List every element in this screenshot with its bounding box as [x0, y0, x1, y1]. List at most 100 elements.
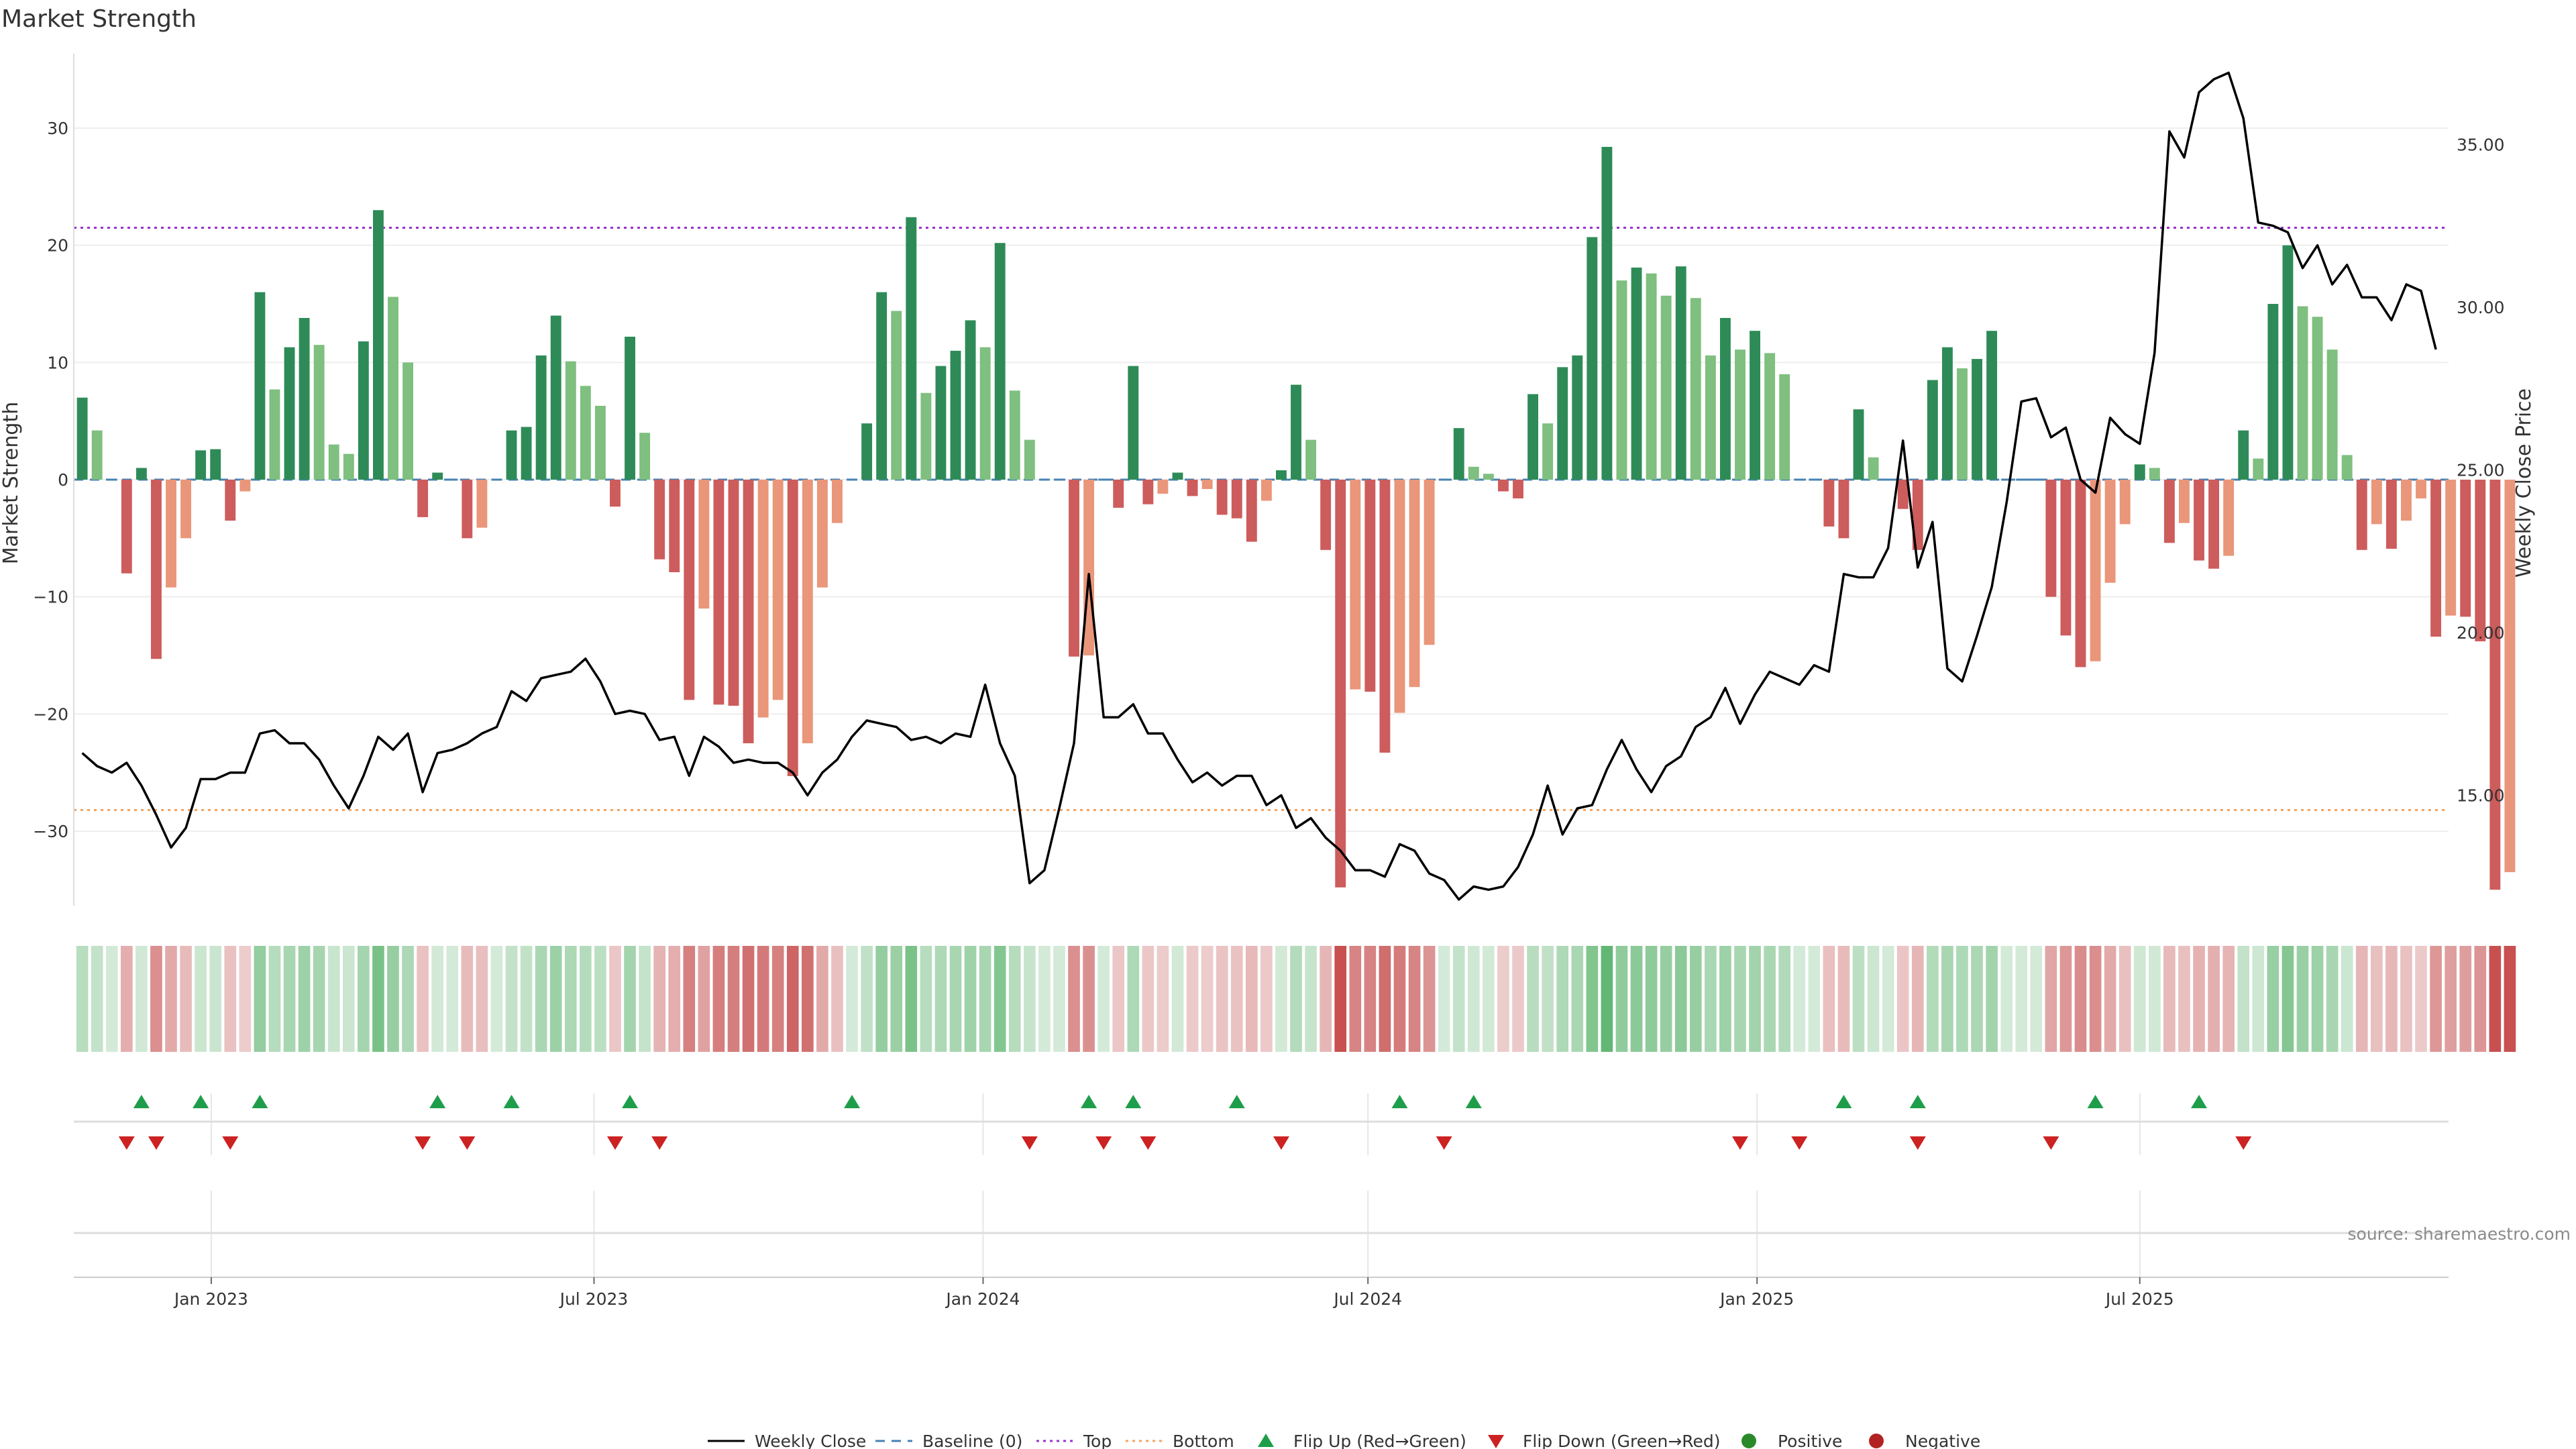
strength-bar [372, 210, 384, 480]
heatmap-cell [875, 946, 888, 1052]
legend-flip-up-marker [1258, 1434, 1274, 1447]
strength-bar [713, 480, 724, 705]
legend-top-label: Top [1083, 1432, 1112, 1449]
heatmap-cell [2030, 946, 2043, 1052]
strength-bar [2297, 306, 2308, 480]
heatmap-cell [446, 946, 459, 1052]
heatmap-cell [979, 946, 991, 1052]
flip-down-marker [1140, 1136, 1157, 1150]
strength-bar [1379, 480, 1391, 753]
y2-tick-label: 15.00 [2457, 786, 2505, 806]
strength-bars [76, 146, 2516, 890]
flip-down-marker [148, 1136, 164, 1150]
heatmap-cell [283, 946, 296, 1052]
strength-bar [1113, 480, 1124, 508]
x-axis: Jan 2023 Jul 2023 Jan 2024 Jul 2024 Jan 2025… [74, 1277, 2449, 1309]
legend-positive-label: Positive [1778, 1432, 1842, 1449]
heatmap-cell [1127, 946, 1140, 1052]
heatmap-cell [920, 946, 932, 1052]
legend-flip-up-label: Flip Up (Red→Green) [1293, 1432, 1466, 1449]
strength-bar [906, 217, 917, 480]
heatmap-cell [2415, 946, 2427, 1052]
strength-bar [920, 392, 932, 480]
strength-bar [447, 478, 458, 481]
heatmap-cell [549, 946, 562, 1052]
strength-bar [358, 341, 369, 480]
x-tick-label: Jan 2024 [945, 1289, 1020, 1309]
strength-bar [1468, 466, 1479, 480]
strength-bar [787, 480, 798, 776]
heatmap-cell [2504, 946, 2516, 1052]
legend: Weekly Close Baseline (0) Top Bottom Fli… [708, 1432, 1980, 1449]
strength-bar [210, 449, 221, 480]
heatmap-cell [1719, 946, 1731, 1052]
strength-bar [1690, 298, 1701, 480]
strength-bar [2430, 480, 2442, 637]
strength-bar [239, 480, 251, 492]
strength-bar [876, 292, 888, 480]
heatmap-cell [520, 946, 533, 1052]
heatmap-cell [1986, 946, 1998, 1052]
heatmap-cell [431, 946, 444, 1052]
weekly-close-line [81, 71, 2437, 901]
heatmap-cell [609, 946, 621, 1052]
y2-tick-label: 25.00 [2457, 460, 2505, 480]
strength-bar [506, 430, 517, 480]
strength-bar [195, 450, 207, 480]
heatmap-cell [2000, 946, 2013, 1052]
heatmap-cell [476, 946, 488, 1052]
flip-down-marker [1791, 1136, 1808, 1150]
strength-bar [550, 315, 561, 480]
heatmap-cell [2163, 946, 2176, 1052]
strength-bar [1394, 480, 1405, 713]
y-axis-title: Market Strength [0, 402, 23, 564]
heatmap-cell [1911, 946, 1924, 1052]
heatmap-cell [1423, 946, 1436, 1052]
heatmap-cell [1305, 946, 1317, 1052]
heatmap-cell [1186, 946, 1199, 1052]
flip-up-marker [844, 1095, 861, 1108]
heatmap-cell [846, 946, 858, 1052]
heatmap-cell [1483, 946, 1495, 1052]
strength-bar [1660, 295, 1672, 480]
y-tick-label: −30 [33, 822, 68, 841]
heatmap-cell [1674, 946, 1687, 1052]
heatmap-cell [1527, 946, 1539, 1052]
heatmap-cell [180, 946, 192, 1052]
heatmap-cell [861, 946, 873, 1052]
legend-flip-down-marker [1488, 1435, 1504, 1448]
strength-bar [1038, 478, 1050, 481]
strength-bar [698, 480, 710, 609]
y2-axis-title: Weekly Close Price [2512, 388, 2536, 578]
strength-bar [1705, 355, 1716, 480]
strength-bar [1098, 478, 1110, 481]
heatmap-cell [1245, 946, 1258, 1052]
heatmap-cell [1157, 946, 1169, 1052]
heatmap-cell [2133, 946, 2146, 1052]
flip-down-marker [1436, 1136, 1452, 1150]
strength-bar [1527, 394, 1539, 480]
strength-bar [76, 397, 88, 480]
heatmap-cell [2252, 946, 2265, 1052]
heatmap-cell [1542, 946, 1554, 1052]
strength-bar [669, 480, 680, 572]
flip-down-marker [1731, 1136, 1748, 1150]
heatmap-cell [1201, 946, 1214, 1052]
strength-bar [1157, 480, 1169, 494]
flip-up-marker [622, 1095, 639, 1108]
strength-bar [2031, 478, 2042, 481]
heatmap-cell [727, 946, 740, 1052]
strength-bar [225, 480, 236, 521]
strength-bar [521, 427, 532, 480]
strength-bar [1750, 331, 1760, 480]
legend-weekly-close-label: Weekly Close [755, 1432, 866, 1449]
heatmap-cell [2296, 946, 2309, 1052]
strength-bar [1291, 384, 1301, 480]
strength-bar [2090, 480, 2101, 661]
heatmap-cell [209, 946, 222, 1052]
heatmap-cell [2282, 946, 2294, 1052]
strength-bar [2194, 480, 2204, 561]
heatmap-cell [2370, 946, 2383, 1052]
heatmap-cell [2045, 946, 2057, 1052]
strength-bar [2223, 480, 2235, 556]
